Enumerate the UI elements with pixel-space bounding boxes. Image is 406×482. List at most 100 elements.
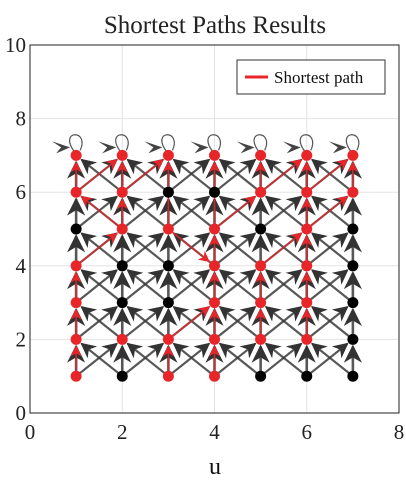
node-4-3 [209,297,220,309]
node-5-2 [255,333,267,345]
node-7-6 [347,186,359,198]
chart-title: Shortest Paths Results [104,12,326,39]
self-loop-arrow-5 [236,141,255,154]
node-6-6 [301,186,313,198]
edge-2-5-up-right [121,195,165,230]
edge-5-1-up-right [259,342,303,378]
node-2-7 [116,149,128,161]
edge-3-5-up-right [167,195,211,230]
edge-3-3-up-right [167,269,211,304]
node-1-3 [70,297,82,309]
self-loop-arrow-1 [52,141,71,154]
edge-4-6-up-left [172,158,216,194]
edge-4-4-up-right [213,232,257,267]
graph-nodes [70,149,359,382]
edge-5-3-up-right [259,269,303,304]
x-axis-label: u [209,454,221,480]
legend-label-shortest-path: Shortest path [274,68,364,87]
self-loop-1 [68,134,83,152]
node-7-5 [347,223,359,235]
node-3-5 [162,223,174,235]
node-7-3 [347,297,359,309]
edge-6-3-up-right [306,269,349,304]
x-tick-label-0: 0 [25,420,36,444]
edge-6-2-up-right [306,306,349,341]
self-loop-arrow-2 [98,141,117,154]
path-edge-3 [75,232,118,267]
edge-5-2-up-right [259,306,303,341]
node-6-4 [301,260,313,272]
node-7-1 [347,370,359,382]
node-5-5 [255,223,267,235]
node-6-7 [301,149,313,161]
node-3-1 [162,370,174,382]
x-tick-label-8: 8 [394,420,405,444]
node-4-5 [209,223,220,235]
edge-2-3-up-left [80,269,123,304]
edge-3-3-up-left [126,269,170,304]
edge-1-3-up-right [75,269,118,304]
node-3-7 [162,149,174,161]
path-edge-5 [75,159,118,193]
node-3-6 [162,186,174,198]
node-1-5 [70,223,82,235]
y-tick-label-0: 0 [16,401,27,425]
path-edge-30 [306,159,349,193]
edge-5-1-up-left [218,342,262,378]
self-loop-arrow-6 [282,141,301,154]
y-tick-label-2: 2 [16,327,27,351]
y-tick-label-10: 10 [5,33,26,57]
x-tick-label-4: 4 [209,420,220,444]
self-loop-arrow-3 [144,141,163,154]
edge-7-2-up-left [311,306,354,341]
path-edge-11 [167,306,210,341]
node-7-7 [347,149,359,161]
edge-5-5-up-left [218,195,262,230]
node-6-5 [301,223,313,235]
edge-1-5-up-right [75,195,118,230]
edge-3-1-up-left [126,342,170,378]
node-2-6 [116,186,128,198]
node-5-4 [255,260,267,272]
edge-3-2-up-left [126,306,170,341]
edge-5-5-up-right [259,195,303,230]
node-1-1 [70,370,82,382]
edge-6-5-up-left [264,195,308,230]
node-2-1 [116,370,128,382]
path-edge-22 [260,232,303,267]
path-edge-32 [306,195,349,230]
edge-4-2-up-right [213,306,257,341]
edge-4-5-up-left [172,195,216,230]
node-5-1 [255,370,267,382]
node-6-1 [301,370,313,382]
y-tick-label-4: 4 [16,254,27,278]
self-loop-arrow-7 [328,141,347,154]
edge-4-6-up-right [213,158,257,194]
self-loop-7 [345,134,360,152]
node-6-3 [301,297,313,309]
edge-6-4-up-right [306,232,349,267]
node-4-1 [209,370,220,382]
edge-2-4-up-right [121,232,165,267]
node-2-4 [116,260,128,272]
edge-1-2-up-right [75,306,118,341]
edge-3-6-up-left [126,158,170,194]
edge-1-1-up-right [75,342,118,378]
self-loop-6 [299,134,314,152]
edge-7-1-up-left [311,342,354,378]
edge-3-5-up-left [126,195,170,230]
edge-4-2-up-left [172,306,216,341]
x-tick-label-6: 6 [302,420,313,444]
node-2-5 [116,223,128,235]
edge-3-6-up-right [167,158,211,194]
edge-7-4-up-left [311,232,354,267]
edge-4-1-up-right [213,342,257,378]
edge-4-1-up-left [172,342,216,378]
legend: Shortest path [236,59,386,95]
node-3-2 [162,333,174,345]
edge-2-2-up-left [80,306,123,341]
edge-4-3-up-left [172,269,216,304]
node-4-6 [209,186,220,198]
self-loops [52,134,360,154]
